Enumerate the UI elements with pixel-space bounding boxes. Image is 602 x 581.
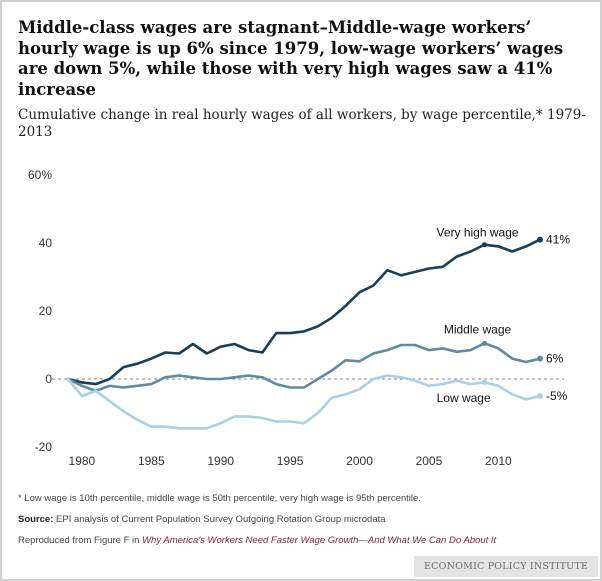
series-group	[66, 236, 543, 430]
end-marker-low-wage	[537, 393, 543, 399]
label-marker-low-wage	[481, 379, 488, 385]
y-tick-label: 60%	[28, 168, 52, 182]
x-tick-label: 1990	[207, 454, 234, 468]
x-tick-label: 2010	[485, 454, 512, 468]
repro-prefix: Reproduced from Figure F in	[18, 535, 140, 546]
report-link[interactable]: Why America’s Workers Need Faster Wage G…	[142, 535, 497, 546]
series-name-low-wage: Low wage	[437, 391, 491, 405]
source-label: Source:	[18, 514, 54, 525]
x-tick-label: 2005	[416, 454, 443, 468]
end-marker-middle-wage	[537, 355, 543, 362]
x-tick-label: 1985	[138, 454, 165, 468]
end-value-very-high-wage: 41%	[546, 233, 570, 247]
series-name-middle-wage: Middle wage	[444, 322, 512, 336]
x-tick-label: 1995	[277, 454, 304, 468]
series-name-very-high-wage: Very high wage	[436, 226, 518, 240]
epi-logo: ECONOMIC POLICY INSTITUTE	[414, 556, 598, 577]
source-note: Source: EPI analysis of Current Populati…	[18, 514, 586, 526]
chart-subtitle: Cumulative change in real hourly wages o…	[18, 107, 586, 140]
label-marker-middle-wage	[481, 340, 488, 346]
line-chart: 60% 40 20 0 -20 1980 1985 1990 1995 2000 2005 2010…	[28, 168, 570, 468]
x-tick-label: 2000	[346, 454, 373, 468]
chart-title: Middle-class wages are stagnant–Middle-w…	[18, 18, 564, 99]
y-tick-label: 40	[39, 236, 53, 250]
x-axis: 1980 1985 1990 1995 2000 2005 2010	[69, 454, 512, 468]
series-line-low-wage	[66, 374, 542, 430]
series-line-very-high-wage	[66, 238, 542, 386]
source-text: EPI analysis of Current Population Surve…	[56, 514, 386, 525]
y-tick-label: 20	[39, 304, 53, 318]
y-axis: 60% 40 20 0 -20	[28, 168, 52, 454]
end-marker-very-high-wage	[537, 236, 543, 243]
y-tick-label: -20	[35, 440, 53, 454]
y-tick-label: 0	[45, 372, 52, 386]
series-labels: Very high wage 41% Middle wage 6% Low wage -5…	[436, 226, 570, 405]
end-value-low-wage: -5%	[546, 389, 568, 403]
label-marker-very-high-wage	[481, 242, 488, 248]
end-value-middle-wage: 6%	[546, 352, 564, 366]
reproduction-note: Reproduced from Figure F in Why America’…	[18, 535, 586, 547]
footnote: * Low wage is 10th percentile, middle wa…	[18, 493, 421, 504]
x-tick-label: 1980	[69, 454, 96, 468]
series-line-middle-wage	[66, 342, 542, 393]
